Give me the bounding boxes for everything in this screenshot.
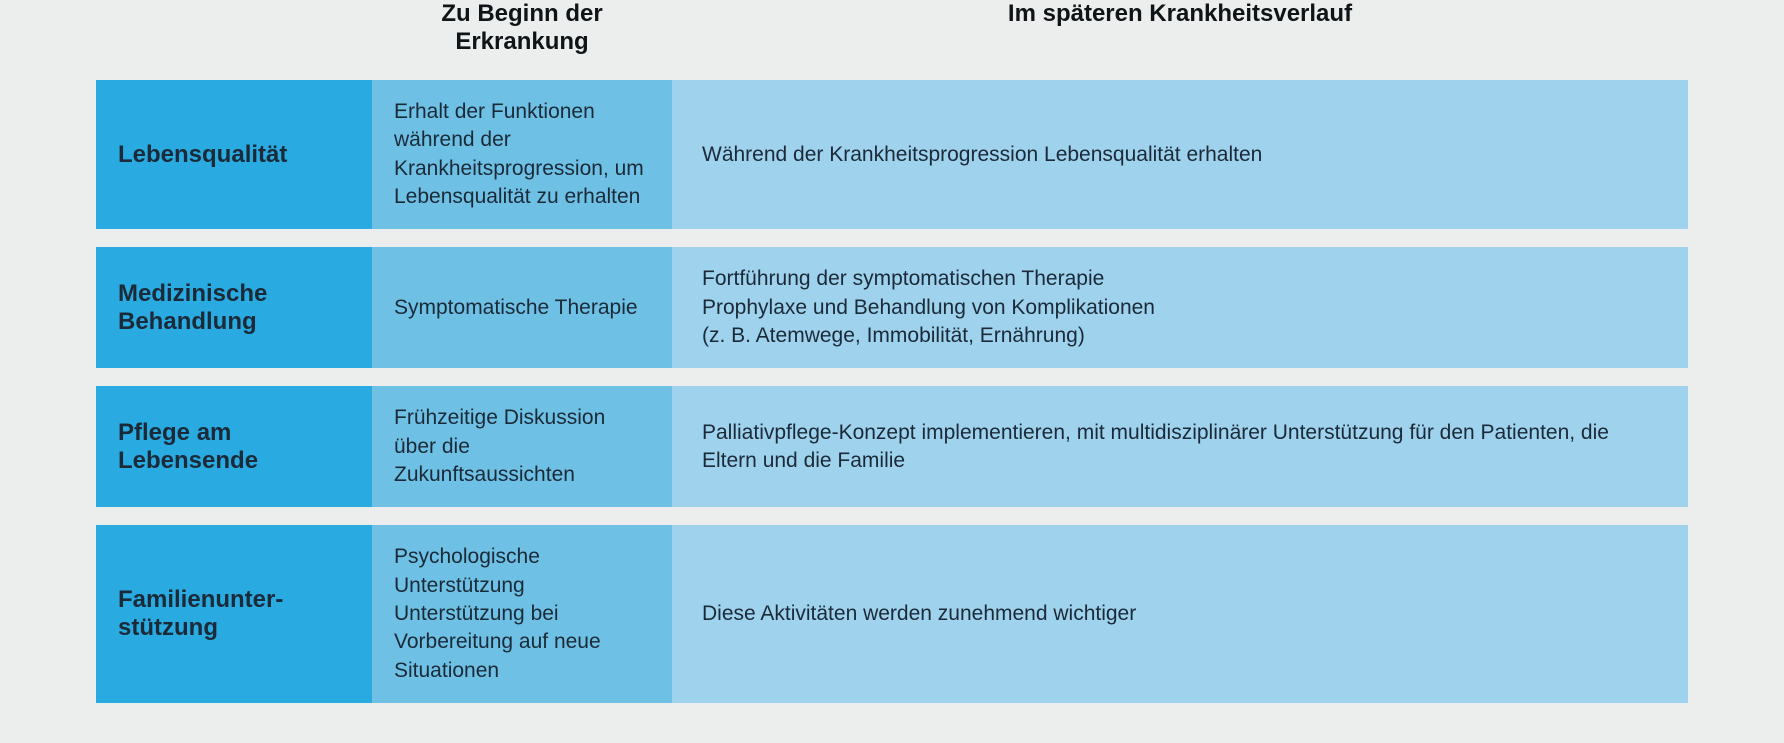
cell-early: Psychologische Unterstützung Unterstützu… [372, 525, 672, 703]
cell-late: Diese Aktivitäten werden zunehmend wicht… [672, 525, 1688, 703]
column-header-early: Zu Beginn der Erkrankung [372, 0, 672, 56]
table-row: LebensqualitätErhalt der Funktionen währ… [96, 80, 1688, 229]
column-header-late: Im späteren Krankheitsverlauf [672, 0, 1688, 56]
cell-early: Frühzeitige Diskussion über die Zukunfts… [372, 386, 672, 507]
table-row: Familienunter­stützungPsychologische Unt… [96, 525, 1688, 703]
cell-late: Fortführung der symptomatischen Therapie… [672, 247, 1688, 368]
row-label: Pflege am Lebensende [96, 386, 372, 507]
table-header-row: Zu Beginn der Erkrankung Im späteren Kra… [96, 0, 1688, 62]
row-label: Familienunter­stützung [96, 525, 372, 703]
table-row: Pflege am LebensendeFrühzeitige Diskussi… [96, 386, 1688, 507]
cell-late: Palliativpflege-Konzept implementieren, … [672, 386, 1688, 507]
cell-early: Erhalt der Funktionen während der Krankh… [372, 80, 672, 229]
row-label: Lebensqualität [96, 80, 372, 229]
table-row: Medizinische BehandlungSymptomatische Th… [96, 247, 1688, 368]
row-label: Medizinische Behandlung [96, 247, 372, 368]
cell-early: Symptomatische Therapie [372, 247, 672, 368]
header-spacer [96, 0, 372, 56]
cell-late: Während der Krankheitsprogression Lebens… [672, 80, 1688, 229]
table-container: Zu Beginn der Erkrankung Im späteren Kra… [0, 0, 1784, 743]
